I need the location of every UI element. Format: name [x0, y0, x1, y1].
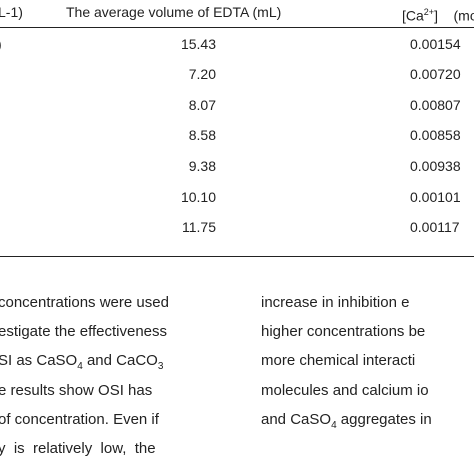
row-calcium-concentration: 0.00858 [410, 127, 461, 143]
text-line: more chemical interacti [261, 352, 416, 370]
table-header-edta-volume: The average volume of EDTA (mL) [66, 0, 281, 24]
chemical-subscript: 4 [331, 419, 337, 431]
row-calcium-concentration: 0.00720 [410, 66, 461, 82]
row-calcium-concentration: 0.00154 [410, 36, 461, 52]
row-calcium-concentration: 0.00117 [410, 219, 460, 235]
table-header-concentration: L-1) [0, 0, 23, 24]
table-row: ) 15.43 0.00154 [0, 30, 474, 58]
header-text-edta-volume: The average volume of EDTA (mL) [66, 4, 282, 20]
row-concentration: ) [0, 30, 2, 58]
table-top-rule [0, 27, 474, 28]
row-edta-volume: 7.20 [188, 66, 216, 82]
table-header-calcium-concentration: [Ca2+] (mo [402, 0, 474, 28]
row-edta-volume: 8.07 [188, 97, 216, 113]
text-line: e results show OSI has [0, 381, 153, 399]
body-text-left-column: concentrations were used estigate the ef… [0, 288, 211, 463]
table-row: 10.10 0.00101 [0, 183, 474, 211]
chemical-subscript: 3 [157, 361, 164, 373]
text-line: estigate the effectiveness [0, 323, 167, 341]
table-row: 11.75 0.00117 [0, 213, 474, 241]
table-row: 8.58 0.00858 [0, 121, 474, 149]
row-edta-volume: 9.38 [188, 158, 216, 174]
table-row: 8.07 0.00807 [0, 91, 474, 119]
text-line: molecules and calcium io [261, 381, 429, 399]
table-row: 7.20 0.00720 [0, 60, 474, 88]
row-calcium-concentration: 0.00101 [410, 189, 461, 205]
header-text-ca-suffix: ] (mo [434, 7, 474, 24]
text-line: SI as CaSO4 and CaCO3 [0, 352, 164, 373]
table-row: 9.38 0.00938 [0, 152, 474, 180]
row-edta-volume: 8.58 [188, 127, 216, 143]
table-bottom-rule [0, 256, 474, 257]
row-edta-volume: 11.75 [182, 219, 216, 235]
text-line: and CaSO4 aggregates in [261, 410, 432, 431]
text-line: y is relatively low, the [0, 439, 156, 457]
row-calcium-concentration: 0.00807 [410, 97, 461, 113]
header-text-concentration: L-1) [0, 4, 23, 20]
text-line: of concentration. Even if [0, 410, 159, 428]
header-text-ca-prefix: [Ca [402, 7, 424, 24]
body-text-right-column: increase in inhibition e higher concentr… [261, 288, 474, 434]
chemical-subscript: 4 [77, 361, 83, 373]
text-line: concentrations were used [0, 294, 169, 311]
row-calcium-concentration: 0.00938 [410, 158, 461, 174]
data-table: L-1) The average volume of EDTA (mL) [Ca… [0, 0, 474, 241]
text-line: higher concentrations be [261, 323, 426, 341]
header-text-ca-charge: 2+ [423, 7, 435, 17]
row-edta-volume: 15.43 [180, 36, 216, 52]
row-edta-volume: 10.10 [180, 189, 216, 205]
text-line: increase in inhibition e [261, 294, 410, 311]
